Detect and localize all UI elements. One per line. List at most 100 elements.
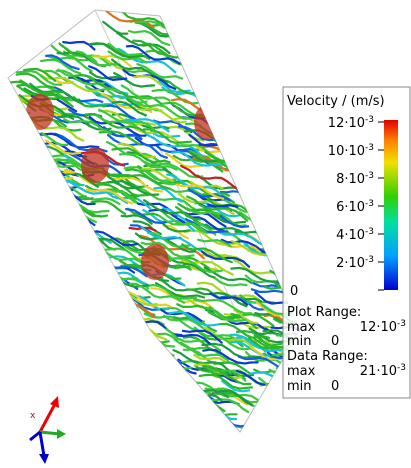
streamline (197, 174, 238, 190)
colorbar (384, 120, 398, 290)
streamline (164, 398, 219, 416)
streamline (128, 29, 171, 46)
mantissa: 4·10 (336, 228, 365, 243)
streamline (198, 373, 253, 390)
streamline (172, 141, 217, 159)
streamline (58, 42, 85, 57)
streamline (140, 226, 202, 252)
streamline (85, 188, 134, 205)
streamline (63, 118, 113, 136)
tick-label: 10·10-3 (328, 143, 374, 159)
streamline (205, 306, 247, 323)
axis-triad: x (29, 396, 66, 464)
streamline (183, 419, 224, 432)
streamline (63, 184, 121, 205)
streamline (197, 238, 232, 248)
mantissa: 8·10 (336, 172, 365, 187)
x-axis-arrow (38, 401, 58, 433)
hot-spot (81, 147, 109, 183)
streamline (209, 292, 249, 306)
streamline (125, 208, 170, 225)
plot-max-label: max (287, 320, 316, 335)
streamline (203, 412, 262, 430)
z-axis-arrow (38, 431, 46, 457)
streamline (179, 341, 221, 357)
streamline (216, 230, 268, 248)
streamline (163, 430, 203, 432)
streamline (171, 420, 225, 432)
streamline (116, 326, 150, 341)
streamline (15, 72, 55, 89)
streamline (107, 314, 168, 341)
streamline (99, 306, 128, 316)
y-axis-arrow (39, 430, 61, 436)
mantissa: 2·10 (336, 256, 365, 271)
streamline (175, 205, 202, 221)
axis-arrow (29, 430, 41, 442)
streamline (160, 399, 215, 416)
streamline (166, 173, 223, 197)
streamline (180, 164, 240, 192)
streamline (230, 312, 275, 327)
streamline (8, 102, 31, 116)
streamline (95, 114, 138, 128)
streamline (139, 169, 180, 186)
streamline (147, 231, 191, 248)
streamline (233, 309, 259, 325)
streamline (115, 348, 152, 363)
streamline (175, 183, 225, 200)
streamline (141, 167, 174, 183)
streamline (111, 189, 136, 204)
streamline (141, 159, 204, 179)
streamline (196, 290, 248, 308)
streamline (152, 416, 187, 432)
streamline (72, 74, 116, 90)
streamline (176, 429, 235, 432)
streamline (168, 404, 194, 415)
streamline (43, 69, 72, 84)
streamline (172, 154, 224, 173)
streamline (84, 275, 113, 291)
streamline (144, 132, 208, 160)
exponent: -3 (365, 115, 374, 125)
exponent: -3 (365, 227, 374, 237)
streamline (129, 318, 183, 337)
streamline (151, 408, 211, 425)
streamline (123, 166, 177, 182)
streamline (132, 39, 167, 56)
streamline (125, 44, 181, 65)
plot-min-label: min (287, 334, 312, 349)
streamline (142, 376, 187, 393)
streamline (117, 142, 156, 159)
tick-label: 12·10-3 (328, 115, 374, 131)
streamline (137, 360, 167, 375)
tick-label: 6·10-3 (336, 199, 374, 215)
streamline (121, 10, 168, 29)
streamline (204, 223, 249, 237)
streamline (153, 186, 183, 203)
streamline (120, 84, 171, 102)
streamline (190, 216, 225, 232)
streamline (91, 291, 130, 307)
streamline (34, 132, 100, 149)
streamline (100, 93, 153, 114)
arrow-head (50, 396, 59, 408)
streamline (116, 31, 171, 55)
streamline (55, 69, 105, 86)
tick-label: 8·10-3 (336, 171, 374, 187)
streamline (168, 310, 221, 327)
streamline (163, 394, 194, 403)
streamline (51, 211, 86, 228)
data-range-label: Data Range: (287, 349, 368, 364)
streamline (188, 408, 217, 419)
streamline (172, 316, 218, 333)
tick-label: 0 (290, 284, 298, 299)
streamline (124, 118, 170, 133)
streamline (193, 298, 253, 315)
streamline (102, 316, 146, 333)
streamline (133, 74, 163, 87)
exponent: -3 (397, 363, 406, 373)
plot-max-value: 12·10-3 (360, 319, 406, 335)
streamline (88, 65, 128, 82)
